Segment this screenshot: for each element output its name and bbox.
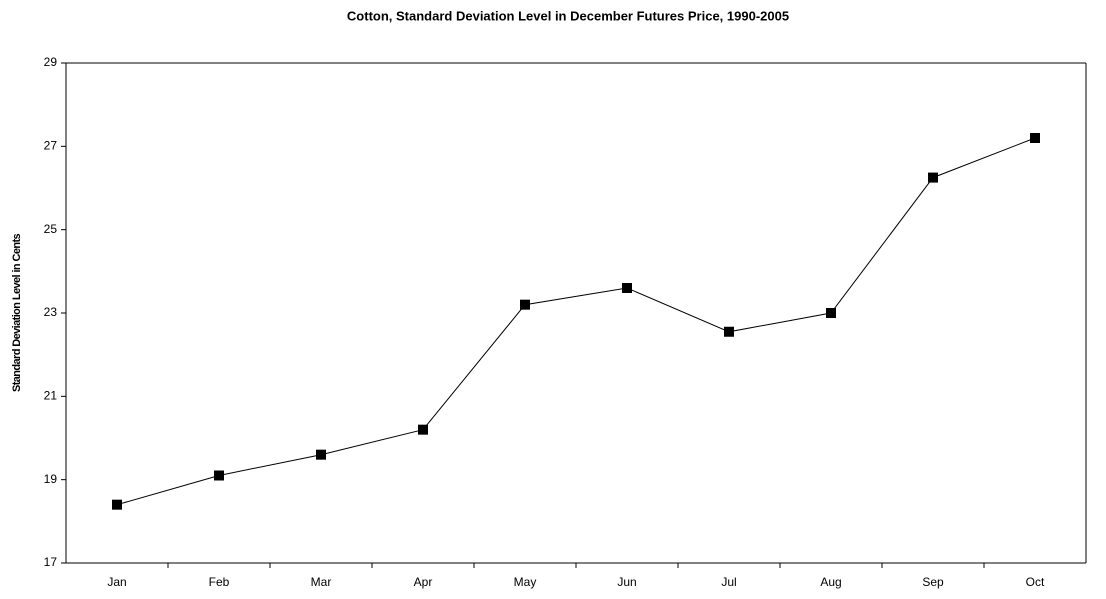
marker [112,499,122,510]
x-tick-label: Jun [617,575,636,589]
x-tick-label: Apr [414,575,433,589]
y-tick-label: 23 [44,305,58,319]
x-tick-label: Sep [922,575,944,589]
marker [1030,133,1040,143]
x-tick-label: Oct [1026,575,1045,589]
x-tick-label: Feb [209,575,230,589]
x-tick-label: Jan [107,575,126,589]
y-tick-label: 19 [44,472,58,486]
y-tick-label: 27 [44,139,58,153]
y-tick-label: 21 [44,389,58,403]
marker [724,326,734,337]
x-tick-label: Mar [311,575,332,589]
marker [214,470,224,481]
y-axis-label: Standard Deviation Level in Cents [11,233,23,392]
marker [520,299,530,310]
y-tick-label: 17 [44,555,58,569]
x-tick-label: Jul [721,575,736,589]
marker [622,283,632,293]
marker [418,424,428,435]
marker [826,308,836,318]
y-tick-label: 25 [44,222,58,236]
line [116,137,1036,506]
x-tick-label: May [514,575,537,589]
marker [316,449,326,460]
marker [928,172,938,183]
x-tick-label: Aug [820,575,841,589]
y-tick-label: 29 [44,55,58,69]
chart-title: Cotton, Standard Deviation Level in Dece… [347,8,789,23]
